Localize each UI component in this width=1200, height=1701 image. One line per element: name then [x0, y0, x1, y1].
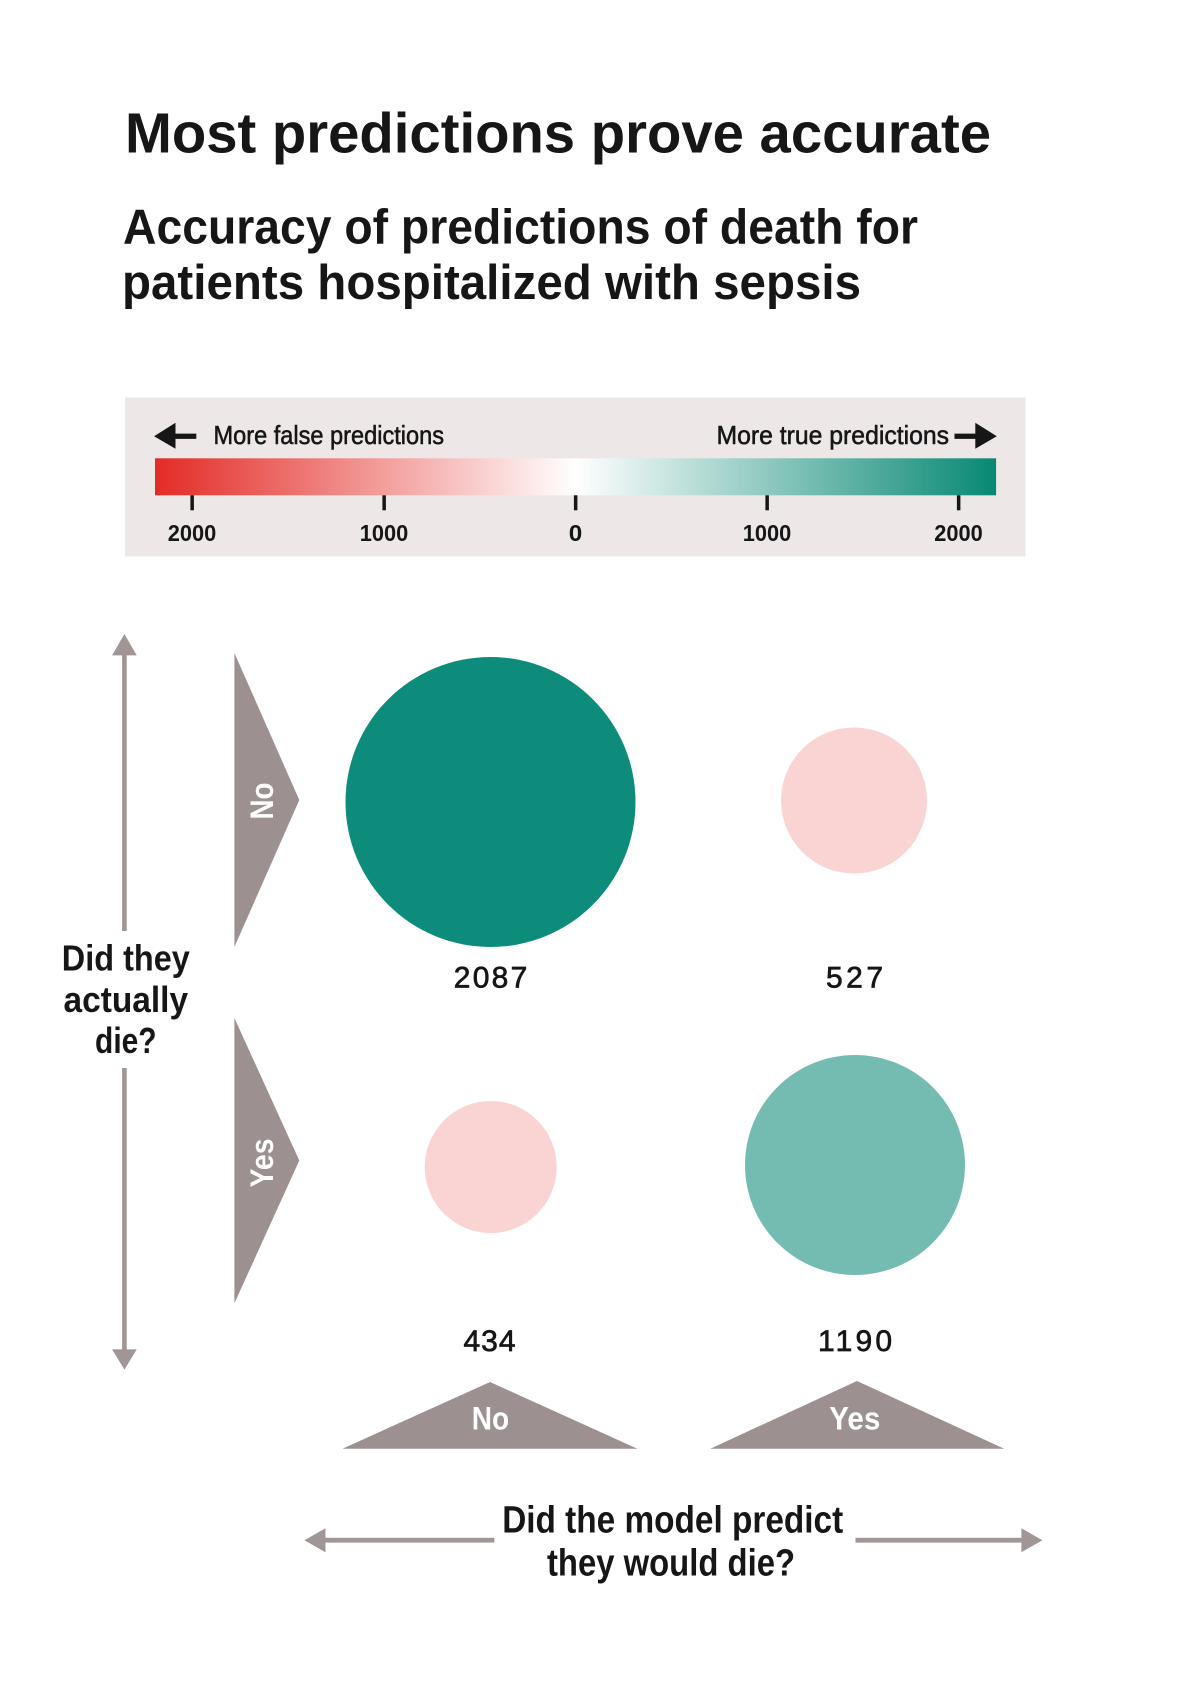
svg-text:Most predictions prove accurat: Most predictions prove accurate	[125, 102, 991, 166]
svg-text:0: 0	[569, 520, 583, 546]
svg-text:527: 527	[826, 962, 883, 995]
svg-text:1000: 1000	[360, 520, 409, 546]
svg-text:1190: 1190	[818, 1325, 892, 1358]
svg-text:they would die?: they would die?	[547, 1543, 795, 1585]
svg-text:die?: die?	[95, 1020, 157, 1061]
svg-text:Yes: Yes	[829, 1401, 880, 1437]
svg-text:Did the model predict: Did the model predict	[502, 1499, 843, 1541]
svg-text:No: No	[244, 783, 280, 820]
svg-text:2087: 2087	[454, 962, 528, 995]
svg-text:More true predictions: More true predictions	[717, 420, 950, 450]
svg-text:No: No	[472, 1401, 509, 1437]
svg-text:2000: 2000	[934, 520, 983, 546]
svg-text:Yes: Yes	[244, 1139, 280, 1188]
svg-text:434: 434	[464, 1325, 516, 1358]
svg-text:patients hospitalized with sep: patients hospitalized with sepsis	[122, 256, 861, 310]
svg-text:More false predictions: More false predictions	[214, 420, 445, 450]
svg-text:Did they: Did they	[62, 938, 190, 979]
svg-text:actually: actually	[64, 979, 189, 1020]
svg-text:Accuracy of predictions of dea: Accuracy of predictions of death for	[123, 200, 918, 254]
svg-text:1000: 1000	[743, 520, 792, 546]
svg-text:2000: 2000	[168, 520, 217, 546]
